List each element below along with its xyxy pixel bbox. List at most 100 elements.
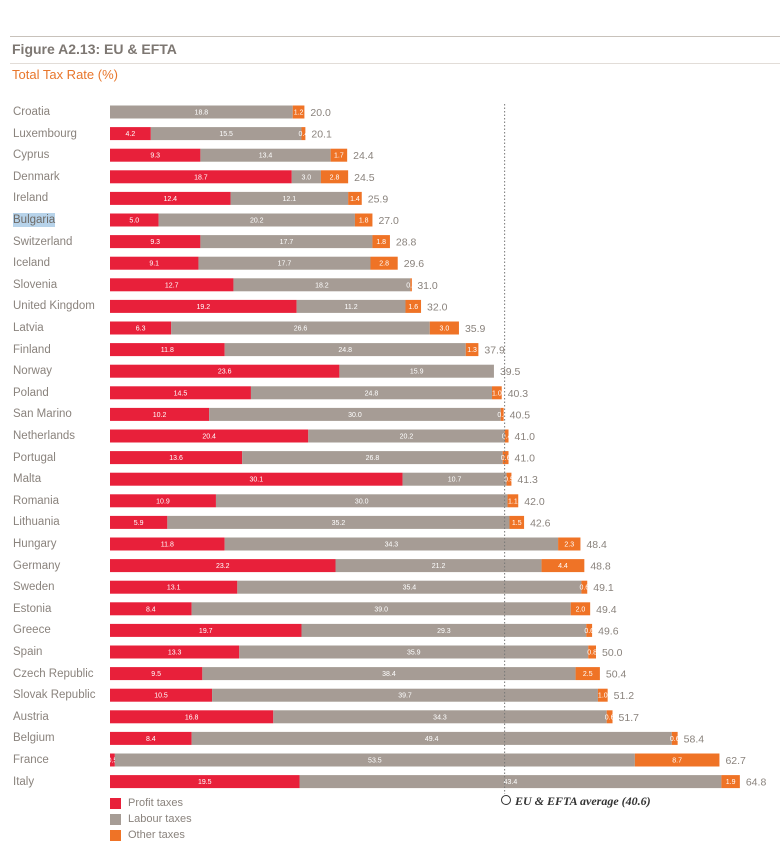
segment-label-labour-spain: 35.9: [407, 650, 421, 657]
bar-profit-finland: [110, 343, 225, 357]
bar-profit-luxembourg: [110, 127, 151, 141]
bar-profit-norway: [110, 364, 340, 378]
segment-label-profit-greece: 19.7: [199, 628, 213, 635]
bar-labour-san-marino: [209, 407, 501, 421]
total-label-latvia: 35.9: [465, 323, 486, 335]
segment-label-profit-slovenia: 12.7: [165, 282, 179, 289]
segment-label-other-united-kingdom: 1.6: [408, 304, 418, 311]
segment-label-labour-ireland: 12.1: [283, 196, 297, 203]
title-rule: [10, 63, 780, 64]
category-label-lithuania: Lithuania: [13, 516, 60, 529]
category-label-netherlands: Netherlands: [13, 430, 76, 442]
segment-label-other-netherlands: 0.4: [502, 434, 512, 441]
bar-profit-austria: [110, 710, 274, 724]
category-label-san-marino: San Marino: [13, 408, 72, 421]
bar-labour-spain: [239, 645, 589, 659]
segment-label-other-luxembourg: 0.4: [299, 131, 309, 138]
segment-label-profit-spain: 13.3: [168, 650, 182, 657]
category-label-slovenia: Slovenia: [13, 278, 58, 291]
category-label-sweden: Sweden: [13, 581, 55, 594]
category-label-denmark: Denmark: [13, 170, 60, 183]
bar-profit-lithuania: [110, 515, 168, 529]
total-label-portugal: 41.0: [515, 453, 536, 465]
bar-other-croatia: [292, 105, 305, 119]
total-label-italy: 64.8: [746, 777, 767, 789]
segment-label-labour-france: 53.5: [368, 758, 382, 765]
segment-label-labour-finland: 24.8: [338, 347, 352, 354]
total-label-denmark: 24.5: [354, 172, 375, 184]
segment-label-labour-slovenia: 18.2: [315, 282, 329, 289]
bar-profit-switzerland: [110, 235, 201, 249]
segment-label-other-san-marino: 0.3: [497, 412, 507, 419]
bar-other-portugal: [502, 451, 509, 465]
total-label-czech-republic: 50.4: [606, 669, 627, 681]
segment-label-profit-bulgaria: 5.0: [129, 218, 139, 225]
segment-label-other-slovak-republic: 1.0: [598, 693, 608, 700]
segment-label-profit-malta: 30.1: [249, 477, 263, 484]
segment-label-other-czech-republic: 2.5: [583, 671, 593, 678]
segment-label-profit-sweden: 13.1: [167, 585, 181, 592]
bar-labour-luxembourg: [150, 127, 302, 141]
legend-swatch-other: [110, 829, 121, 841]
segment-label-labour-norway: 15.9: [410, 369, 424, 376]
total-label-united-kingdom: 32.0: [427, 301, 448, 313]
total-label-norway: 39.5: [500, 366, 521, 378]
total-label-malta: 41.3: [517, 474, 538, 486]
bar-other-latvia: [429, 321, 459, 335]
bar-other-poland: [491, 386, 502, 400]
segment-label-profit-estonia: 8.4: [146, 606, 156, 613]
bar-profit-cyprus: [110, 148, 201, 162]
segment-label-profit-iceland: 9.1: [149, 261, 159, 268]
legend-item-other: Other taxes: [110, 827, 192, 843]
segment-label-profit-romania: 10.9: [156, 498, 170, 505]
segment-label-labour-italy: 43.4: [504, 779, 518, 786]
bar-labour-finland: [224, 343, 466, 357]
segment-label-labour-switzerland: 17.7: [280, 239, 294, 246]
segment-label-profit-netherlands: 20.4: [202, 434, 216, 441]
segment-label-labour-denmark: 3.0: [301, 174, 311, 181]
top-rule: [10, 36, 780, 37]
segment-label-labour-austria: 34.3: [433, 714, 447, 721]
category-label-croatia: Croatia: [13, 106, 51, 118]
bar-labour-norway: [339, 364, 494, 378]
total-label-estonia: 49.4: [596, 604, 617, 616]
segment-label-other-estonia: 2.0: [576, 606, 586, 613]
bar-other-belgium: [671, 731, 678, 745]
total-label-austria: 51.7: [619, 712, 640, 724]
bar-profit-romania: [110, 494, 216, 508]
bar-profit-france: [110, 753, 115, 767]
bar-labour-czech-republic: [202, 667, 576, 681]
segment-label-other-cyprus: 1.7: [334, 153, 344, 160]
category-label-luxembourg: Luxembourg: [13, 127, 77, 140]
bar-other-lithuania: [509, 515, 525, 529]
bar-profit-sweden: [110, 580, 238, 594]
segment-label-profit-germany: 23.2: [216, 563, 230, 570]
figure-subtitle: Total Tax Rate (%): [12, 67, 118, 82]
bar-profit-estonia: [110, 602, 192, 616]
segment-label-labour-san-marino: 30.0: [348, 412, 362, 419]
segment-label-other-germany: 4.4: [558, 563, 568, 570]
segment-label-other-finland: 1.3: [467, 347, 477, 354]
bar-profit-belgium: [110, 731, 192, 745]
legend-swatch-labour: [110, 813, 121, 825]
bar-profit-latvia: [110, 321, 172, 335]
category-label-spain: Spain: [13, 646, 43, 658]
total-label-cyprus: 24.4: [353, 150, 374, 162]
bar-labour-estonia: [191, 602, 571, 616]
category-label-poland: Poland: [13, 386, 49, 399]
bar-labour-cyprus: [200, 148, 331, 162]
total-label-slovak-republic: 51.2: [614, 690, 635, 702]
category-label-cyprus: Cyprus: [13, 149, 50, 162]
bar-labour-greece: [301, 623, 587, 637]
bar-profit-iceland: [110, 256, 199, 270]
bar-labour-hungary: [224, 537, 559, 551]
bar-profit-slovenia: [110, 278, 234, 292]
category-label-ireland: Ireland: [13, 192, 49, 205]
segment-label-other-portugal: 0.6: [501, 455, 511, 462]
segment-label-labour-bulgaria: 20.2: [250, 218, 264, 225]
segment-label-labour-luxembourg: 15.5: [219, 131, 233, 138]
total-label-greece: 49.6: [598, 625, 619, 637]
segment-label-profit-united-kingdom: 19.2: [196, 304, 210, 311]
segment-label-other-malta: 0.5: [504, 477, 514, 484]
